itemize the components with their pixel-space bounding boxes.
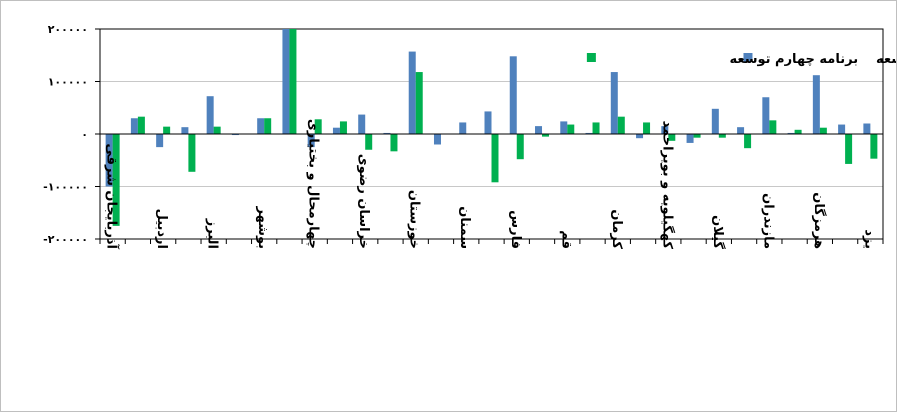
bar xyxy=(845,134,853,164)
x-tick-label: کهگیلویه و بویراحمد xyxy=(659,121,675,250)
y-tick-label: ۱۰۰۰۰۰ xyxy=(48,76,88,89)
bar xyxy=(711,108,719,134)
bar xyxy=(870,134,878,159)
bar xyxy=(610,72,618,134)
y-tick-label: -۱۰۰۰۰۰ xyxy=(43,181,88,194)
bar xyxy=(137,116,145,134)
bar xyxy=(112,134,120,226)
bar xyxy=(812,75,820,134)
bar xyxy=(408,51,416,135)
bar xyxy=(257,118,265,134)
bar xyxy=(787,132,795,134)
x-tick-label: آذربایجان شرقی xyxy=(104,143,121,249)
x-tick-label: اردبیل xyxy=(154,209,169,249)
bar xyxy=(484,111,492,134)
legend-label: برنامه چهارم توسعه xyxy=(729,52,858,67)
bar xyxy=(339,121,347,134)
x-tick-label: کرمان xyxy=(609,209,624,249)
bar xyxy=(130,118,138,134)
bar xyxy=(769,120,777,134)
x-tick-label: هرمزگان xyxy=(811,192,827,249)
legend-swatch xyxy=(586,53,596,62)
bar xyxy=(365,134,373,150)
bar xyxy=(264,118,272,134)
x-tick-label: بوشهر xyxy=(255,206,270,250)
x-tick-label: قم xyxy=(558,230,573,249)
bar xyxy=(459,122,467,134)
legend-label: برنامه پنجم توسعه xyxy=(876,52,896,67)
bar xyxy=(643,122,651,134)
bar xyxy=(718,134,726,138)
bar xyxy=(156,134,164,148)
x-tick-label: فارس xyxy=(508,210,523,249)
bar xyxy=(617,116,625,134)
x-tick-label: البرز xyxy=(205,218,220,249)
bar xyxy=(693,134,701,138)
x-tick-label: سمنان xyxy=(457,206,472,249)
bar xyxy=(383,132,391,134)
x-tick-label: خوزستان xyxy=(407,190,422,249)
x-tick-label: مازندران xyxy=(760,193,775,249)
bar xyxy=(213,126,221,134)
bar xyxy=(358,114,366,134)
x-tick-label: گیلان xyxy=(710,215,726,249)
bar xyxy=(415,72,423,134)
x-tick-label: خراسان رضوی xyxy=(356,154,371,249)
bar xyxy=(744,134,752,149)
bar xyxy=(762,97,770,134)
bar xyxy=(794,129,802,134)
bar xyxy=(206,96,214,134)
bar xyxy=(282,29,290,134)
bar xyxy=(332,127,340,134)
bar xyxy=(188,134,196,172)
bar xyxy=(509,56,517,134)
bar xyxy=(390,134,398,152)
bar xyxy=(105,134,113,187)
bar xyxy=(491,134,499,183)
bar xyxy=(433,134,441,145)
bar xyxy=(686,134,694,143)
bar xyxy=(535,126,543,134)
y-tick-label: ۰ xyxy=(81,128,88,141)
y-tick-label: ۲۰۰۰۰۰ xyxy=(48,23,88,36)
bar xyxy=(668,134,676,141)
bar xyxy=(516,134,524,160)
legend-swatch xyxy=(743,53,753,62)
bar xyxy=(585,132,593,134)
bar xyxy=(567,124,575,134)
bar xyxy=(661,126,669,134)
bar xyxy=(231,134,239,136)
bar xyxy=(863,123,871,134)
bar xyxy=(560,121,568,134)
x-tick-label: یزد xyxy=(861,229,876,249)
bar xyxy=(163,126,171,134)
bar xyxy=(838,124,846,134)
bar xyxy=(737,127,745,134)
bar xyxy=(314,119,322,134)
bar xyxy=(181,127,189,134)
bar xyxy=(542,134,550,137)
bar xyxy=(636,134,644,139)
bar xyxy=(819,127,827,134)
y-tick-label: -۲۰۰۰۰۰ xyxy=(43,233,88,246)
bar xyxy=(307,134,315,148)
bar xyxy=(289,29,297,134)
x-tick-label: چهارمحال و بختیاری xyxy=(306,119,321,249)
bar xyxy=(592,122,600,134)
